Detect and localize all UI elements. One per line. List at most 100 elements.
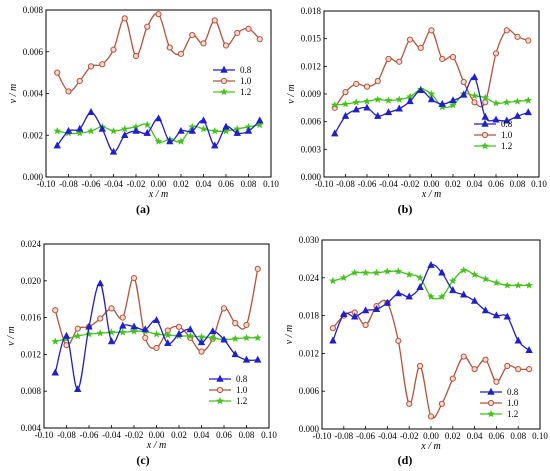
x-tick-label: 0.00 <box>424 179 440 189</box>
series-0-8 <box>331 73 532 137</box>
x-tick-label: 0.00 <box>151 179 167 189</box>
data-point-star <box>130 327 138 335</box>
data-point-star <box>384 96 393 104</box>
data-point-star <box>503 281 512 289</box>
data-point-circle <box>189 31 196 39</box>
data-point-triangle <box>351 312 359 320</box>
y-tick-label: 0.024 <box>299 273 320 283</box>
x-tick-label: 0.06 <box>489 431 505 441</box>
data-point-star <box>51 337 60 345</box>
data-point-circle <box>144 23 151 30</box>
y-tick-label: 0.004 <box>21 423 42 433</box>
data-point-circle <box>211 17 218 24</box>
data-point-triangle <box>152 316 161 324</box>
data-point-circle <box>460 353 467 360</box>
x-tick-label: -0.02 <box>127 179 146 189</box>
data-point-triangle <box>406 97 414 105</box>
panel-label: (d) <box>398 453 413 467</box>
data-point-star <box>96 329 105 337</box>
data-point-star <box>514 281 523 289</box>
data-point-triangle <box>492 311 501 319</box>
series-0-8 <box>51 279 262 393</box>
legend-label: 0.8 <box>240 65 252 75</box>
data-point-triangle <box>53 141 61 149</box>
x-tick-label: -0.08 <box>336 179 355 189</box>
data-point-triangle <box>109 147 118 155</box>
data-point-star <box>341 99 350 108</box>
data-point-star <box>470 270 479 279</box>
legend-item: 0.8 <box>209 374 248 384</box>
x-tick-label: -0.06 <box>80 430 99 440</box>
data-point-circle <box>245 25 252 32</box>
data-point-triangle <box>470 296 479 304</box>
series-0-8 <box>53 108 264 155</box>
y-tick-label: 0.006 <box>23 47 44 57</box>
data-point-triangle <box>449 96 457 104</box>
x-tick-label: 0.08 <box>239 430 255 440</box>
data-point-star <box>373 95 382 103</box>
data-point-star <box>502 98 511 106</box>
data-point-circle <box>166 44 173 51</box>
legend-label: 1.0 <box>507 398 519 408</box>
data-point-triangle <box>374 111 382 119</box>
data-point-triangle <box>175 329 183 337</box>
y-tick-label: 0.000 <box>299 424 320 434</box>
series-line <box>332 264 530 351</box>
data-point-triangle <box>220 65 228 73</box>
data-point-star <box>199 124 208 133</box>
data-point-circle <box>396 58 403 65</box>
data-point-circle <box>65 88 72 95</box>
legend-item: 0.8 <box>474 119 513 129</box>
data-point-star <box>109 126 118 135</box>
data-point-triangle <box>96 279 104 287</box>
y-axis-label: v / m <box>284 325 295 344</box>
y-tick-label: 0.002 <box>23 130 43 140</box>
y-tick-label: 0.012 <box>299 348 319 358</box>
data-point-triangle <box>416 283 424 290</box>
y-tick-label: 0.000 <box>23 172 44 182</box>
x-tick-label: 0.04 <box>467 179 483 189</box>
data-point-triangle <box>64 126 73 134</box>
data-point-triangle <box>361 306 370 314</box>
legend-item: 1.2 <box>209 396 247 406</box>
data-point-star <box>481 274 490 283</box>
panel-label: (c) <box>136 453 149 467</box>
data-point-circle <box>130 274 138 282</box>
data-point-triangle <box>487 387 495 395</box>
legend-label: 0.8 <box>236 374 248 384</box>
x-tick-label: 0.06 <box>488 179 504 189</box>
x-tick-label: -0.10 <box>313 431 332 441</box>
data-point-circle <box>97 315 104 322</box>
x-tick-label: -0.02 <box>401 179 420 189</box>
x-axis-label: x / m <box>148 189 168 200</box>
series-1-0 <box>329 299 533 420</box>
legend-label: 1.0 <box>240 76 252 86</box>
legend-label: 1.2 <box>236 396 247 406</box>
data-point-star <box>177 137 185 145</box>
data-point-triangle <box>524 108 532 116</box>
y-tick-label: 0.012 <box>21 349 41 359</box>
legend-item: 0.8 <box>213 65 252 75</box>
legend-item: 1.2 <box>213 87 251 97</box>
data-point-triangle <box>427 95 436 103</box>
x-tick-label: 0.04 <box>194 430 210 440</box>
data-point-star <box>75 128 84 137</box>
data-point-star <box>53 126 62 135</box>
x-tick-label: -0.06 <box>82 179 101 189</box>
data-point-circle <box>74 325 81 332</box>
data-point-triangle <box>119 321 127 329</box>
data-point-star <box>449 100 457 109</box>
data-point-triangle <box>449 286 457 294</box>
data-point-triangle <box>222 122 230 130</box>
data-point-circle <box>234 29 241 37</box>
data-point-circle <box>515 366 522 373</box>
y-tick-label: 0.006 <box>299 386 320 396</box>
data-point-star <box>339 273 348 282</box>
y-tick-label: 0.024 <box>21 239 42 249</box>
data-point-circle <box>342 89 349 96</box>
data-point-star <box>524 96 533 104</box>
data-point-star <box>350 268 359 277</box>
data-point-star <box>120 124 129 133</box>
data-point-circle <box>198 348 205 355</box>
data-point-star <box>208 333 217 342</box>
